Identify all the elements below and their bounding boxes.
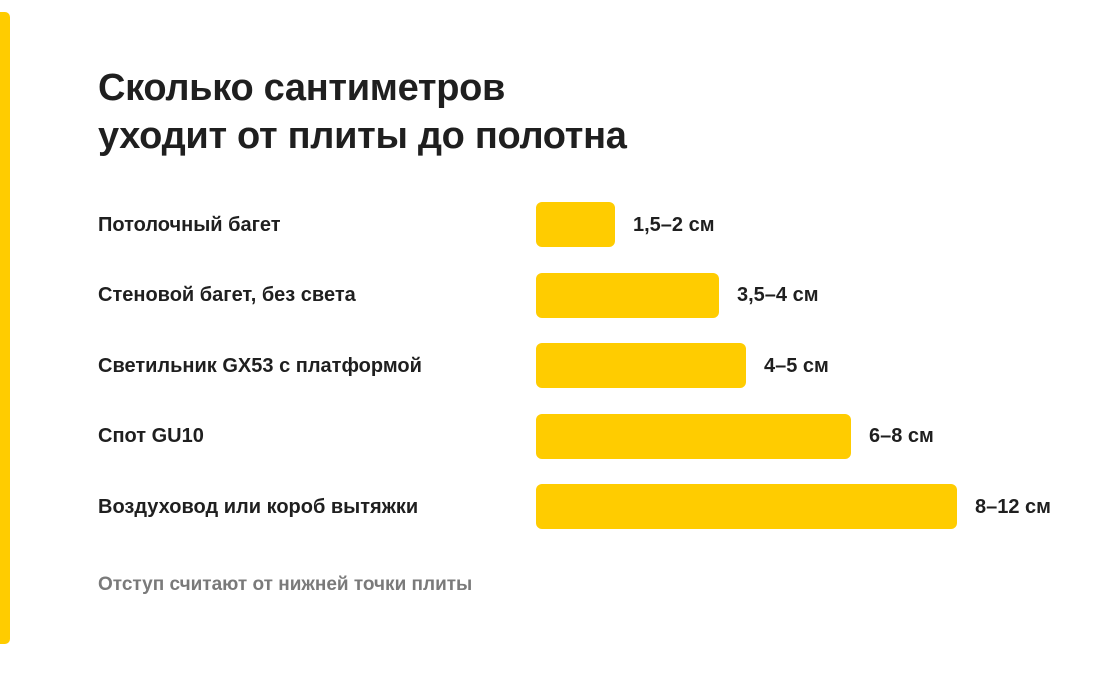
bar — [536, 413, 851, 459]
value-label: 3,5–4 см — [737, 284, 819, 306]
chart-title-line-2: уходит от плиты до полотна — [98, 115, 627, 157]
chart-title-line-1: Сколько сантиметров — [98, 67, 506, 109]
chart-title: Сколько сантиметров уходит от плиты до п… — [98, 64, 627, 160]
category-label: Воздуховод или короб вытяжки — [98, 495, 419, 518]
bar — [536, 202, 615, 247]
bar — [536, 272, 719, 318]
category-label: Светильник GX53 с платформой — [98, 354, 422, 377]
accent-stripe — [0, 12, 10, 644]
value-label: 6–8 см — [869, 425, 934, 447]
footnote: Отступ считают от нижней точки плиты — [98, 574, 473, 595]
value-label: 8–12 см — [975, 495, 1051, 518]
value-label: 4–5 см — [764, 354, 829, 377]
category-label: Спот GU10 — [98, 425, 204, 447]
category-label: Стеновой багет, без света — [98, 284, 356, 306]
category-label: Потолочный багет — [98, 213, 281, 236]
bar — [536, 484, 957, 529]
bar — [536, 343, 746, 388]
value-label: 1,5–2 см — [633, 213, 715, 236]
